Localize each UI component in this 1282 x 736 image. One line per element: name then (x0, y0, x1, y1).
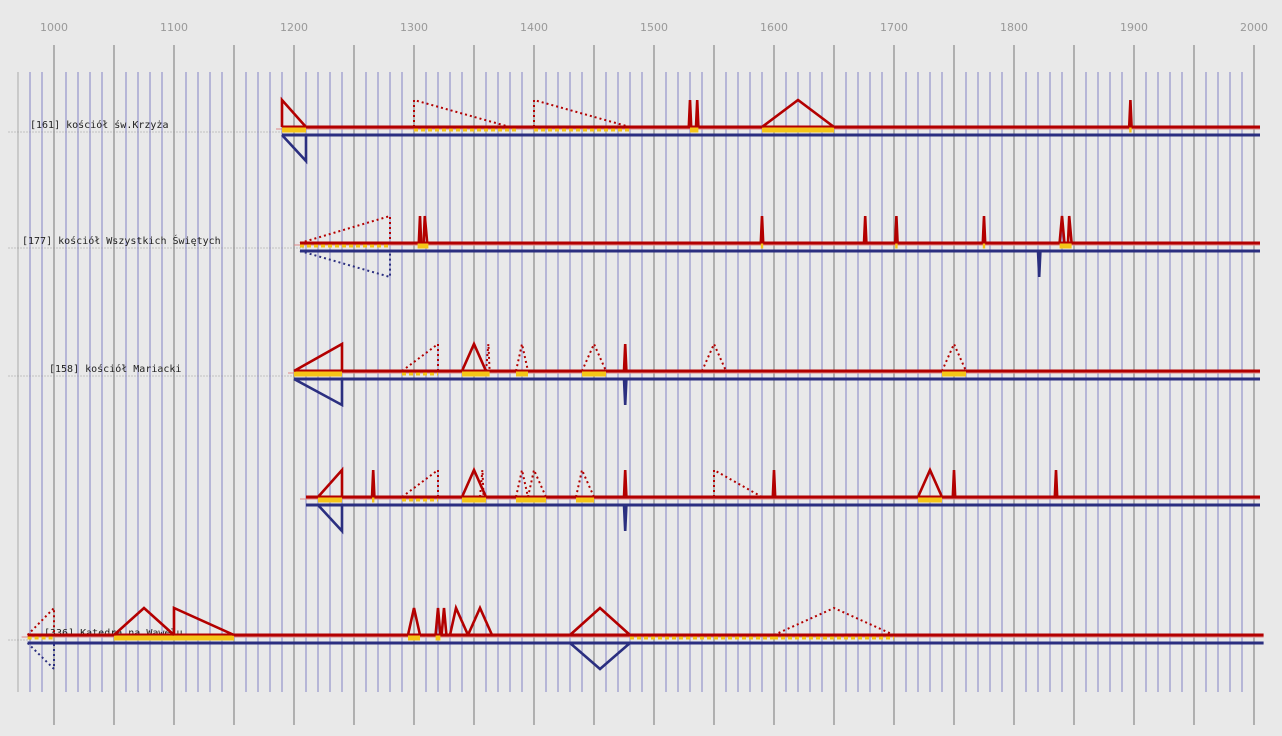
upper-peak (694, 99, 700, 128)
upper-peak (317, 466, 344, 498)
upper-peak (406, 607, 422, 636)
lower-peak (1036, 250, 1042, 278)
lower-peak (26, 642, 55, 672)
upper-peak (575, 466, 595, 498)
upper-peak (113, 606, 175, 636)
upper-peak (622, 343, 628, 372)
upper-peak (761, 98, 835, 129)
lower-peak (317, 504, 344, 535)
upper-peak (172, 605, 235, 637)
upper-peak (862, 215, 868, 244)
upper-peak (773, 606, 895, 636)
upper-peak (569, 606, 631, 636)
upper-peak (417, 215, 423, 244)
row-label: [161] kościół św.Krzyża (30, 119, 168, 131)
upper-peak (527, 466, 547, 498)
upper-peak (1053, 469, 1059, 498)
upper-peak (893, 215, 899, 244)
upper-peak (448, 603, 470, 636)
upper-peak (713, 468, 763, 498)
row-label: [158] kościół Mariacki (49, 363, 181, 375)
upper-peak (299, 214, 391, 244)
x-tick-label: 1500 (640, 21, 668, 34)
upper-peak (401, 342, 439, 372)
x-tick-label: 1700 (880, 21, 908, 34)
upper-peak (26, 605, 55, 636)
upper-peak (479, 469, 485, 498)
upper-peak (370, 469, 376, 498)
lower-peak (569, 642, 631, 671)
upper-peak (401, 468, 439, 498)
upper-peak (1127, 99, 1133, 128)
chart-row: [177] kościół Wszystkich Świętych (8, 214, 1260, 279)
lower-peak (293, 377, 344, 408)
x-tick-label: 1800 (1000, 21, 1028, 34)
upper-peak (422, 215, 429, 244)
x-tick-label: 1000 (40, 21, 68, 34)
chart-row (300, 466, 1260, 535)
upper-peak (951, 469, 957, 498)
upper-peak (413, 98, 511, 128)
chart-row: [336] Katedra na Wawelu (8, 603, 1264, 672)
upper-peak (460, 466, 488, 498)
upper-peak (434, 607, 442, 636)
row-label: [177] kościół Wszystkich Świętych (22, 234, 221, 247)
chart-row: [161] kościół św.Krzyża (8, 96, 1260, 165)
x-tick-label: 1600 (760, 21, 788, 34)
upper-peak (466, 604, 494, 636)
lower-peak (622, 378, 628, 406)
x-tick-label: 1900 (1120, 21, 1148, 34)
chart-row: [158] kościół Mariacki (8, 340, 1260, 408)
x-tick-label: 1400 (520, 21, 548, 34)
upper-peak (687, 99, 693, 128)
upper-peak (981, 215, 987, 244)
upper-peak (515, 469, 529, 498)
upper-peak (440, 607, 448, 636)
grid-lines (17, 45, 1255, 725)
upper-peak (1058, 215, 1066, 244)
upper-peak (759, 215, 765, 244)
upper-peak (1066, 215, 1073, 244)
upper-peak (771, 469, 777, 498)
upper-peak (485, 343, 491, 372)
upper-peak (280, 96, 307, 128)
upper-peak (533, 98, 631, 128)
x-tick-label: 2000 (1240, 21, 1268, 34)
upper-peak (515, 343, 529, 372)
x-tick-label: 1300 (400, 21, 428, 34)
x-tick-label: 1100 (160, 21, 188, 34)
lower-peak (281, 134, 308, 165)
lower-peak (299, 250, 391, 279)
upper-peak (622, 469, 628, 498)
x-axis-tick-labels: 1000 1100 1200 1300 1400 1500 1600 1700 1800 1900… (40, 21, 1268, 34)
chart-rows: [161] kościół św.Krzyża [177] kościół Wsz… (8, 96, 1264, 672)
upper-peak (293, 341, 344, 373)
upper-peak (460, 340, 488, 372)
upper-peak (916, 466, 944, 498)
lower-peak (622, 504, 628, 532)
x-tick-label: 1200 (280, 21, 308, 34)
